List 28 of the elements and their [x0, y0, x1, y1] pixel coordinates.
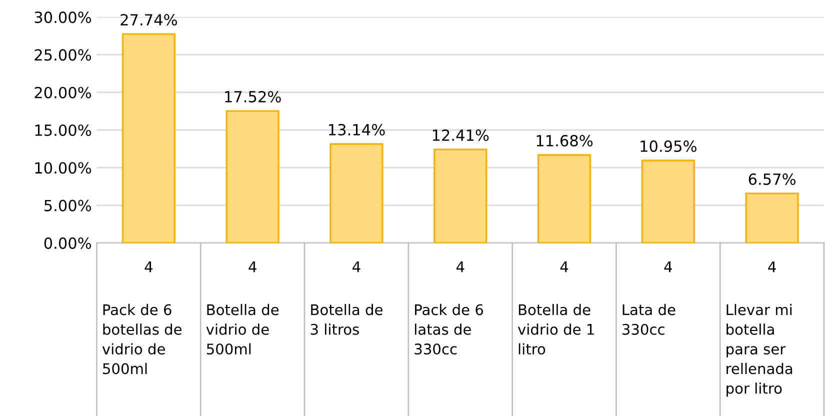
y-tick-label: 25.00% — [34, 49, 92, 61]
data-label: 11.68% — [536, 134, 593, 146]
y-tick-label: 5.00% — [44, 200, 92, 212]
bar — [122, 33, 176, 243]
category-label: 4 Pack de 6 latas de 330cc — [414, 261, 484, 355]
category-label: 4 Lata de 330cc — [622, 261, 676, 335]
y-tick-label: 10.00% — [35, 162, 92, 174]
data-label: 10.95% — [640, 140, 696, 152]
data-label: 6.57% — [748, 173, 796, 185]
data-label: 27.74% — [120, 14, 177, 26]
data-label: 12.41% — [432, 129, 489, 141]
y-tick-label: 15.00% — [35, 124, 92, 136]
category-label: 4 Llevar mi botella para ser rellenada por litro — [726, 261, 792, 397]
bar — [745, 192, 799, 243]
data-label: 17.52% — [225, 90, 281, 103]
bar — [537, 154, 592, 243]
category-label: 4 Botella de 3 litros — [310, 261, 382, 335]
y-tick-label: 0.00% — [44, 237, 92, 249]
bar — [226, 110, 280, 243]
data-label: 13.14% — [329, 124, 385, 136]
category-label: 4 Pack de 6 botellas de vidrio de 500ml — [102, 261, 182, 374]
y-tick-label: 20.00% — [34, 86, 92, 98]
bar — [641, 160, 695, 243]
bar — [434, 148, 488, 243]
y-tick-label: 30.00% — [34, 12, 92, 24]
category-label: 4 Botella de vidrio de 1 litro — [518, 261, 594, 355]
bar — [330, 143, 384, 243]
category-label: 4 Botella de vidrio de 500ml — [206, 261, 279, 355]
